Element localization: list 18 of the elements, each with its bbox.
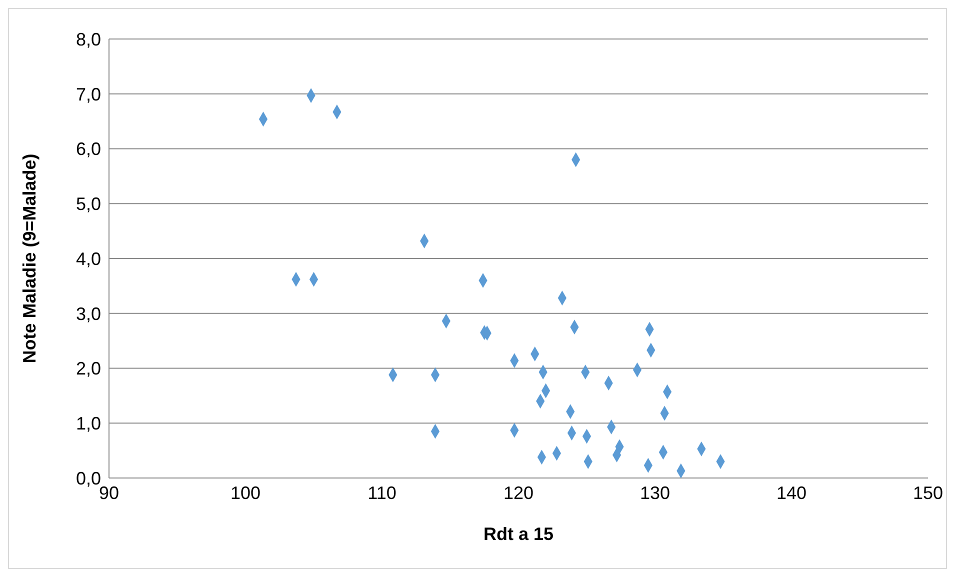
- x-axis-title: Rdt a 15: [483, 524, 554, 544]
- y-tick-label: 6,0: [76, 139, 101, 160]
- x-tick-label: 130: [640, 482, 670, 503]
- y-tick-label: 3,0: [76, 304, 101, 324]
- y-axis-title: Note Maladie (9=Malade): [19, 154, 40, 364]
- y-tick-label: 2,0: [76, 358, 101, 379]
- x-tick-label: 140: [776, 482, 807, 503]
- y-tick-label: 8,0: [76, 29, 101, 50]
- y-tick-label: 7,0: [76, 84, 101, 104]
- y-tick-label: 5,0: [76, 194, 101, 214]
- x-tick-label: 100: [230, 482, 261, 503]
- x-tick-label: 90: [98, 482, 120, 503]
- x-tick-label: 110: [368, 482, 396, 503]
- x-tick-label: 150: [912, 482, 944, 503]
- x-tick-label: 120: [503, 482, 534, 503]
- y-tick-label: 4,0: [76, 248, 101, 269]
- y-tick-label: 0,0: [76, 468, 101, 488]
- y-tick-label: 1,0: [76, 414, 101, 434]
